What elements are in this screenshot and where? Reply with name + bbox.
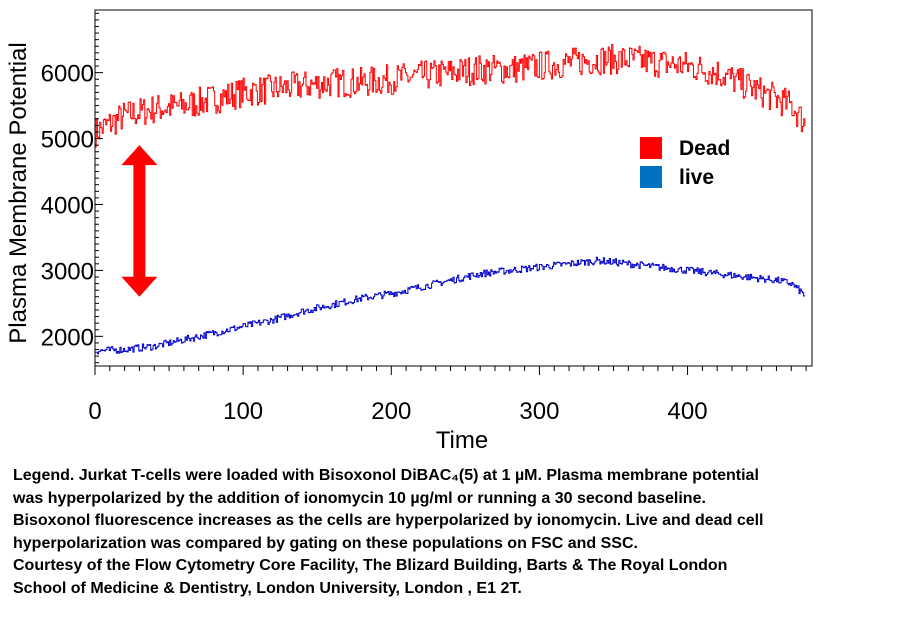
y-tick-label: 6000 <box>41 61 94 88</box>
chart: 2000 3000 4000 5000 6000 0 100 200 300 400 Time P… <box>5 9 813 454</box>
x-tick-label: 100 <box>223 398 263 425</box>
legend-swatch-dead <box>640 137 662 159</box>
y-tick-label: 3000 <box>41 258 94 285</box>
figure-caption: Legend. Jurkat T-cells were loaded with … <box>13 465 893 600</box>
legend-label-dead: Dead <box>679 137 730 160</box>
x-tick-label: 200 <box>371 398 411 425</box>
caption-line: School of Medicine & Dentistry, London U… <box>13 579 522 597</box>
caption-line: hyperpolarization was compared by gating… <box>13 534 638 552</box>
x-tick-label: 0 <box>88 398 101 425</box>
y-axis-title: Plasma Membrane Potential <box>5 42 32 343</box>
caption-line: Legend. Jurkat T-cells were loaded with … <box>13 467 759 484</box>
y-tick-label: 5000 <box>41 127 94 154</box>
x-tick-label: 400 <box>668 398 708 425</box>
x-axis-title: Time <box>436 427 488 454</box>
double-arrow-annotation <box>121 145 158 297</box>
legend: Dead live <box>640 137 730 189</box>
x-tick-label: 300 <box>519 398 559 425</box>
caption-line: was hyperpolarized by the addition of io… <box>13 489 706 507</box>
series-line-dead <box>95 44 806 148</box>
legend-label-live: live <box>679 166 714 189</box>
series-line-live <box>95 256 806 355</box>
legend-swatch-live <box>640 166 662 188</box>
plot-frame <box>94 9 813 367</box>
y-tick-label: 4000 <box>41 192 94 219</box>
caption-line: Bisoxonol fluorescence increases as the … <box>13 512 764 529</box>
caption-line: Courtesy of the Flow Cytometry Core Faci… <box>13 557 728 574</box>
y-tick-label: 2000 <box>41 324 94 351</box>
